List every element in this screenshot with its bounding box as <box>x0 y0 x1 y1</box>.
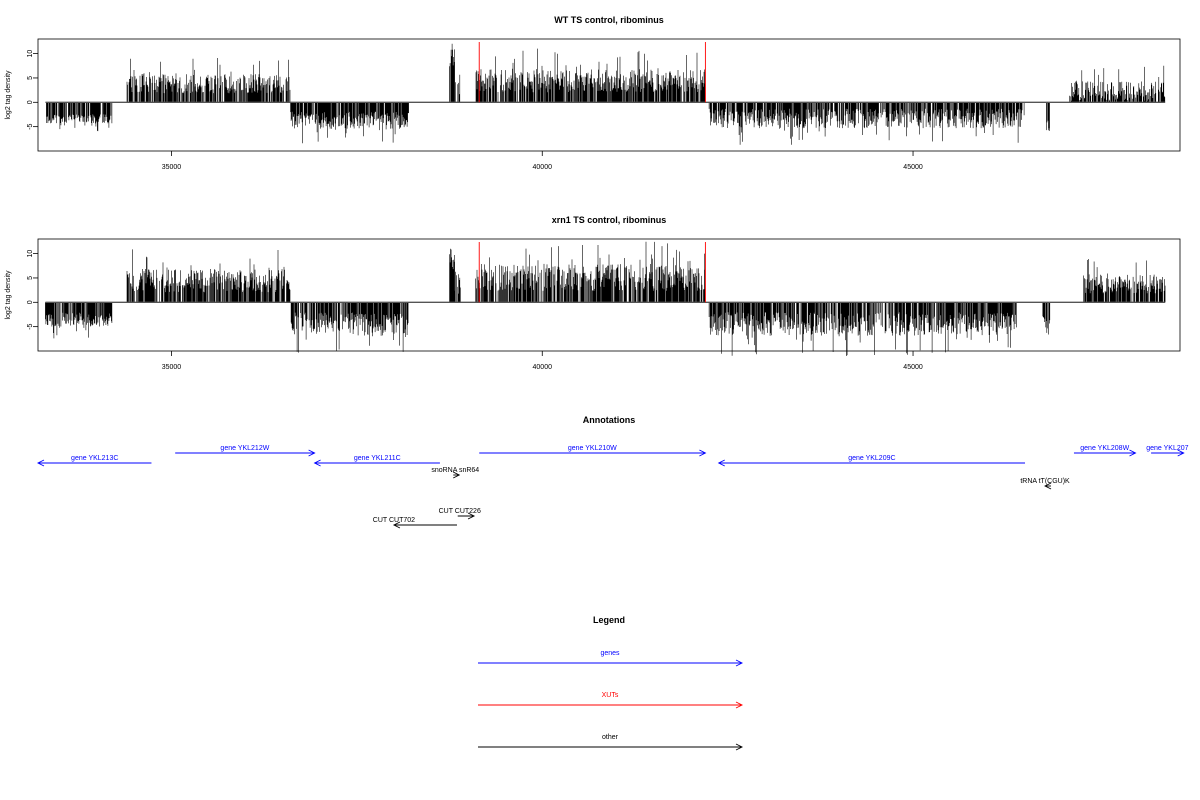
xrn1-coverage-bars-7 <box>1042 302 1051 335</box>
xrn1-y-tick-label: 10 <box>27 250 34 258</box>
xrn1-coverage-bars-0 <box>45 302 113 339</box>
feature-label-8: gene YKL207 <box>1146 445 1188 452</box>
wt-coverage-bars-1 <box>126 58 291 103</box>
xrn1-x-axis: 35000 40000 45000 <box>162 351 923 371</box>
wt-y-axis: -5 0 5 10 <box>27 50 38 130</box>
legend-label-0: genes <box>600 650 620 657</box>
legend-arrow-2-head <box>735 743 744 751</box>
wt-coverage-bars-0 <box>46 102 113 132</box>
feature-label-3: snoRNA snR64 <box>431 467 479 474</box>
feature-label-10: CUT CUT702 <box>373 517 415 524</box>
legend-items: genes XUTs other <box>478 650 744 751</box>
wt-bars-group <box>45 42 1166 145</box>
xrn1-coverage-bars-4 <box>454 271 461 303</box>
feature-arrow-8-head <box>1177 449 1185 457</box>
xrn1-y-axis-label: log2 tag density <box>5 270 12 320</box>
xrn1-coverage-bars-6 <box>708 302 1017 356</box>
wt-coverage-bars-7 <box>1046 102 1050 131</box>
xrn1-x-tick-label: 40000 <box>533 364 553 371</box>
wt-panel-title: WT TS control, ribominus <box>554 15 664 25</box>
annotations-title: Annotations <box>583 415 636 425</box>
wt-plot-frame <box>37 38 1181 152</box>
xrn1-coverage-bars-8 <box>1083 259 1166 303</box>
xrn1-y-axis: -5 0 5 10 <box>27 250 38 330</box>
xrn1-x-tick-label: 45000 <box>903 364 923 371</box>
feature-label-5: gene YKL209C <box>848 455 895 462</box>
legend-title: Legend <box>593 615 625 625</box>
feature-arrow-4-head <box>699 449 707 457</box>
feature-arrow-0-head <box>36 459 45 467</box>
annotation-features: gene YKL213C gene YKL212W gene YKL211C snoR… <box>36 445 1189 529</box>
feature-label-6: tRNA tT(CGU)K <box>1020 478 1070 485</box>
legend-panel: Legend genes XUTs other <box>478 615 744 751</box>
legend-arrow-1-head <box>735 701 744 709</box>
feature-label-0: gene YKL213C <box>71 455 118 462</box>
feature-arrow-6-head <box>1044 482 1052 490</box>
legend-arrow-0-head <box>735 659 744 667</box>
feature-label-7: gene YKL208W <box>1080 445 1129 452</box>
wt-coverage-bars-6 <box>708 102 1025 145</box>
wt-coverage-bars-5 <box>475 48 706 103</box>
wt-y-tick-label: 10 <box>27 50 34 58</box>
xrn1-bars-group <box>45 241 1166 356</box>
feature-arrow-9-head <box>467 512 476 520</box>
feature-label-9: CUT CUT226 <box>439 508 481 515</box>
wt-x-tick-label: 45000 <box>903 164 923 171</box>
wt-x-tick-label: 40000 <box>533 164 553 171</box>
wt-y-tick-label: -5 <box>27 123 34 129</box>
wt-coverage-bars-8 <box>1069 65 1166 103</box>
wt-y-tick-label: 5 <box>27 76 34 80</box>
feature-label-2: gene YKL211C <box>354 455 401 462</box>
wt-y-tick-label: 0 <box>27 100 34 104</box>
wt-x-tick-label: 35000 <box>162 164 182 171</box>
feature-arrow-2-head <box>313 459 321 467</box>
xrn1-coverage-bars-1 <box>126 249 291 303</box>
xrn1-coverage-bars-3 <box>449 248 455 303</box>
feature-arrow-10-head <box>392 521 401 529</box>
feature-label-4: gene YKL210W <box>568 445 617 452</box>
xrn1-y-tick-label: 5 <box>27 276 34 280</box>
wt-x-axis: 35000 40000 45000 <box>162 151 923 171</box>
xrn1-panel-title: xrn1 TS control, ribominus <box>552 215 667 225</box>
feature-arrow-3-head <box>453 471 461 479</box>
xrn1-y-tick-label: -5 <box>27 323 34 329</box>
wt-y-axis-label: log2 tag density <box>5 70 12 120</box>
legend-label-2: other <box>602 734 619 741</box>
feature-arrow-5-head <box>717 459 725 467</box>
feature-arrow-7-head <box>1129 449 1137 457</box>
legend-label-1: XUTs <box>602 692 619 699</box>
xrn1-coverage-bars-2 <box>290 302 409 353</box>
feature-label-1: gene YKL212W <box>220 445 269 452</box>
xrn1-coverage-bars-5 <box>475 241 706 303</box>
xrn1-y-tick-label: 0 <box>27 300 34 304</box>
xrn1-x-tick-label: 35000 <box>162 364 182 371</box>
xrn1-coverage-panel: xrn1 TS control, ribominus log2 tag dens… <box>5 215 1181 371</box>
xrn1-plot-frame <box>37 238 1181 352</box>
wt-coverage-bars-3 <box>449 43 455 103</box>
wt-coverage-bars-2 <box>290 102 409 144</box>
wt-coverage-bars-4 <box>455 74 461 103</box>
wt-coverage-panel: WT TS control, ribominus log2 tag densit… <box>5 15 1181 171</box>
feature-arrow-1-head <box>308 449 316 457</box>
